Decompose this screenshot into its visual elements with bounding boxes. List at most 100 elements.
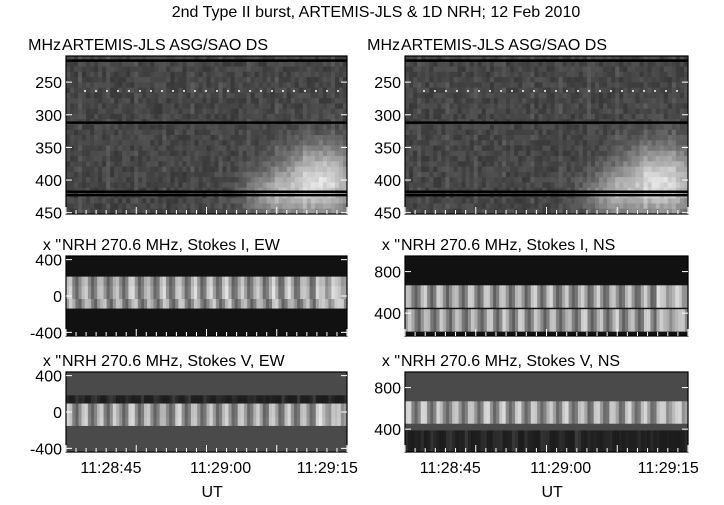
spectrum-dot — [588, 89, 590, 92]
spectrum-dot — [522, 89, 524, 92]
band-stripe — [259, 403, 264, 426]
band-stripe — [555, 285, 560, 308]
band-stripe — [411, 430, 415, 452]
band-stripe — [681, 401, 686, 424]
band-stripe — [546, 430, 551, 452]
band-stripe — [467, 401, 472, 424]
band-stripe — [408, 309, 412, 332]
band-stripe — [612, 309, 617, 332]
band-stripe — [436, 401, 441, 424]
band-stripe — [337, 403, 342, 426]
band-stripe — [420, 401, 425, 424]
y-tick-label: 400 — [374, 173, 401, 190]
band-stripe — [165, 276, 170, 300]
band-stripe — [562, 401, 566, 424]
band-stripe — [256, 276, 261, 300]
panel-title: ARTEMIS-JLS ASG/SAO DS — [62, 37, 268, 54]
spectrum-dot — [434, 89, 436, 92]
band-stripe — [609, 401, 614, 424]
band-stripe — [175, 276, 179, 300]
band-stripe — [284, 276, 289, 300]
y-tick-label: 450 — [35, 206, 62, 223]
band-stripe — [175, 403, 179, 426]
spectrum-dot — [260, 89, 262, 92]
band-stripe — [574, 285, 579, 308]
panel-title: NRH 270.6 MHz, Stokes V, EW — [62, 353, 285, 370]
band-stripe — [97, 403, 101, 426]
band-stripe — [480, 401, 485, 424]
band-stripe — [684, 401, 688, 424]
band-stripe — [300, 403, 304, 426]
band-stripe — [303, 276, 307, 300]
band-stripe — [433, 401, 437, 424]
band-stripe — [493, 401, 497, 424]
band-stripe — [631, 401, 636, 424]
band-stripe — [240, 403, 245, 426]
band-stripe — [66, 276, 70, 300]
band-stripe — [665, 401, 670, 424]
y-tick-label: 800 — [374, 381, 401, 398]
band-stripe — [222, 403, 226, 426]
y-tick-label: 350 — [374, 140, 401, 157]
band-stripe — [612, 430, 617, 452]
band-stripe — [411, 309, 415, 332]
figure-title: 2nd Type II burst, ARTEMIS-JLS & 1D NRH;… — [172, 4, 581, 21]
band-stripe — [100, 276, 104, 300]
band-stripe — [489, 401, 494, 424]
band-stripe — [537, 309, 541, 332]
band-stripe — [423, 430, 428, 452]
panel-title: ARTEMIS-JLS ASG/SAO DS — [401, 37, 607, 54]
band-stripe — [140, 403, 145, 426]
band-stripe — [112, 276, 117, 300]
band-stripe — [603, 401, 607, 424]
band-stripe — [165, 403, 170, 426]
band-stripe — [483, 309, 488, 332]
band-stripe — [581, 401, 585, 424]
band-stripe — [599, 430, 604, 452]
spectrum-dot — [326, 89, 328, 92]
band-stripe — [281, 276, 286, 300]
band-stripe — [659, 430, 664, 452]
band-stripe — [625, 309, 629, 332]
band-stripe — [405, 430, 409, 452]
band-stripe — [672, 430, 676, 452]
band-stripe — [628, 309, 632, 332]
band-stripe — [69, 276, 73, 300]
band-stripe — [653, 401, 658, 424]
band-stripe — [496, 309, 500, 332]
band-stripe — [162, 403, 167, 426]
band-stripe — [436, 430, 441, 452]
band-stripe — [300, 276, 304, 300]
band-stripe — [574, 430, 579, 452]
band-stripe — [496, 430, 500, 452]
band-stripe — [643, 285, 648, 308]
band-stripe — [423, 309, 428, 332]
panel-stokes-v-ew: NRH 270.6 MHz, Stokes V, EWx "400 0 -400 — [30, 353, 348, 458]
band-stripe — [471, 309, 475, 332]
band-stripe — [659, 309, 664, 332]
band-stripe — [540, 285, 544, 308]
band-stripe — [603, 430, 607, 452]
band-stripe — [131, 276, 136, 300]
band-stripe — [334, 403, 339, 426]
band-stripe — [540, 430, 544, 452]
band-stripe — [72, 276, 76, 300]
band-stripe — [231, 276, 236, 300]
band-stripe — [303, 403, 307, 426]
band-stripe — [662, 430, 667, 452]
band-stripe — [559, 309, 563, 332]
band-stripe — [218, 403, 223, 426]
band-stripe — [97, 276, 101, 300]
band-stripe — [577, 430, 582, 452]
band-stripe — [474, 430, 478, 452]
band-stripe — [156, 403, 161, 426]
band-stripe — [203, 403, 207, 426]
band-stripe — [543, 285, 547, 308]
band-stripe — [309, 403, 314, 426]
band-stripe — [436, 309, 441, 332]
band-stripe — [103, 276, 108, 300]
band-stripe — [530, 309, 535, 332]
spectrum-dot — [161, 89, 163, 92]
band-stripe — [90, 276, 95, 300]
band-stripe — [499, 285, 503, 308]
